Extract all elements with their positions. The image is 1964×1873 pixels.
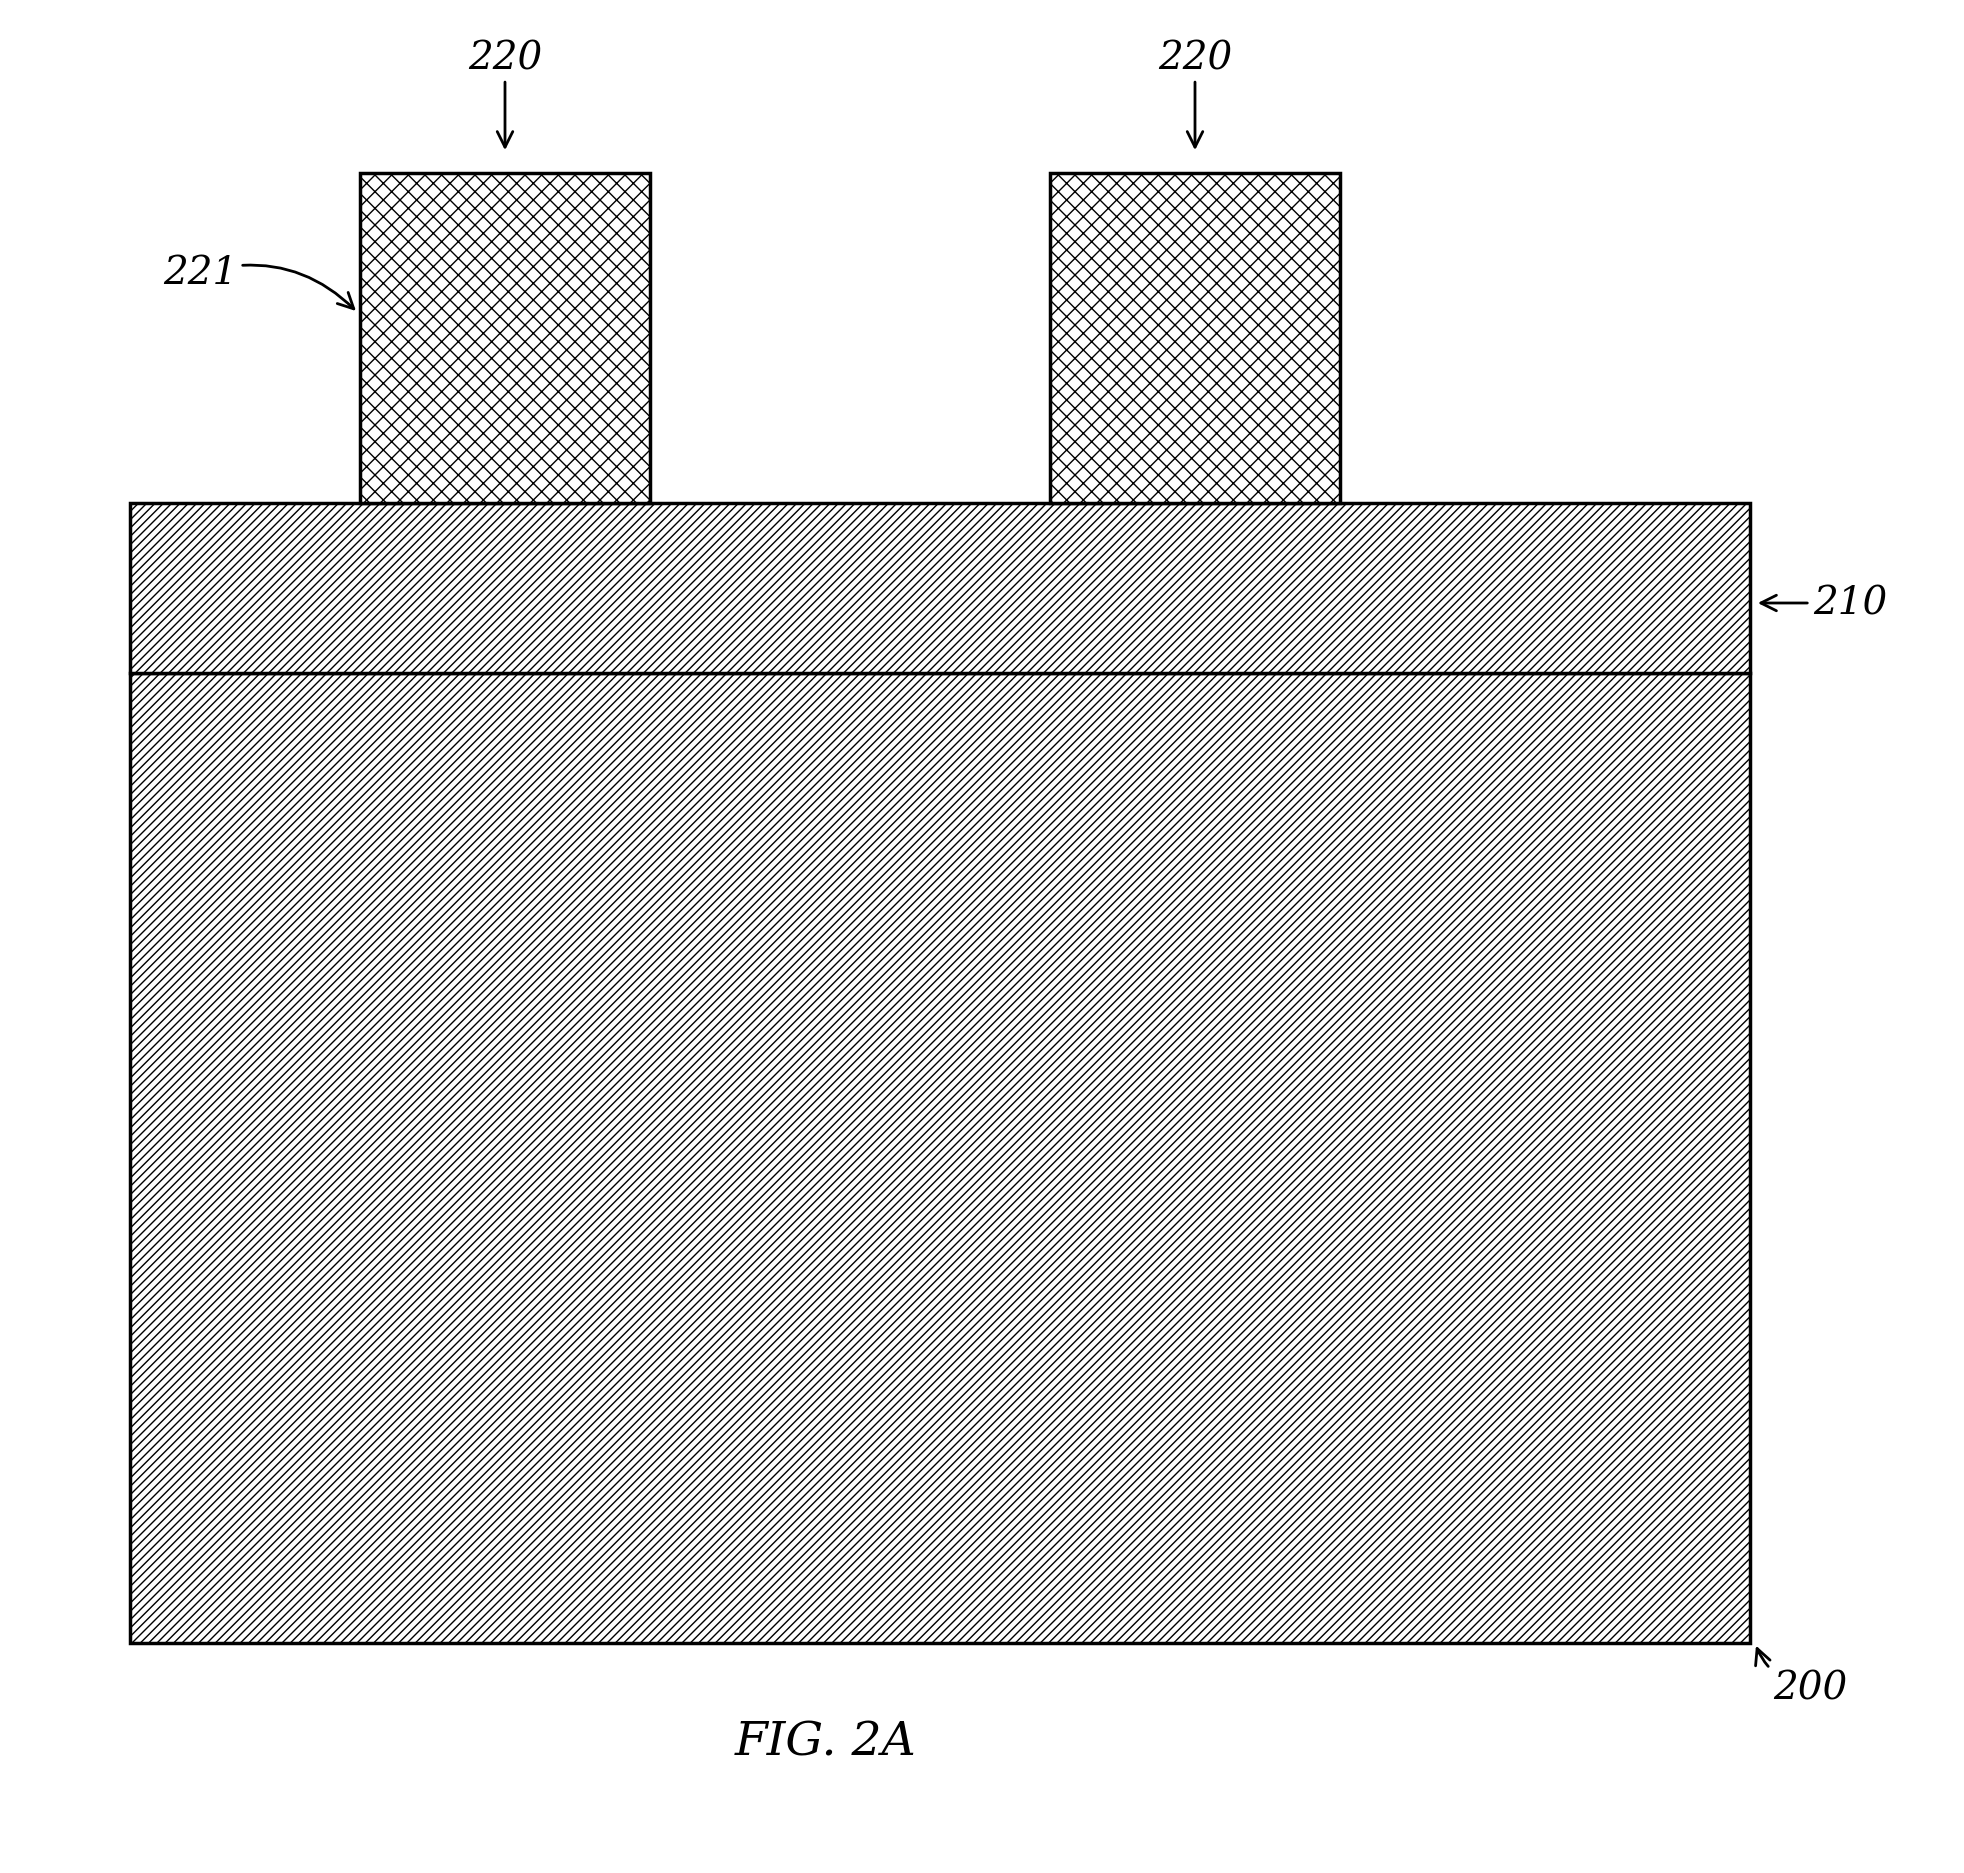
Bar — [359, 174, 650, 504]
Text: 220: 220 — [1157, 41, 1231, 148]
Text: 210: 210 — [1760, 584, 1885, 622]
Bar — [130, 674, 1750, 1643]
Text: 221: 221 — [163, 255, 354, 309]
Text: 200: 200 — [1754, 1648, 1846, 1706]
Text: 220: 220 — [467, 41, 542, 148]
Bar — [130, 504, 1750, 674]
Bar — [1049, 174, 1339, 504]
Text: FIG. 2A: FIG. 2A — [735, 1719, 915, 1764]
